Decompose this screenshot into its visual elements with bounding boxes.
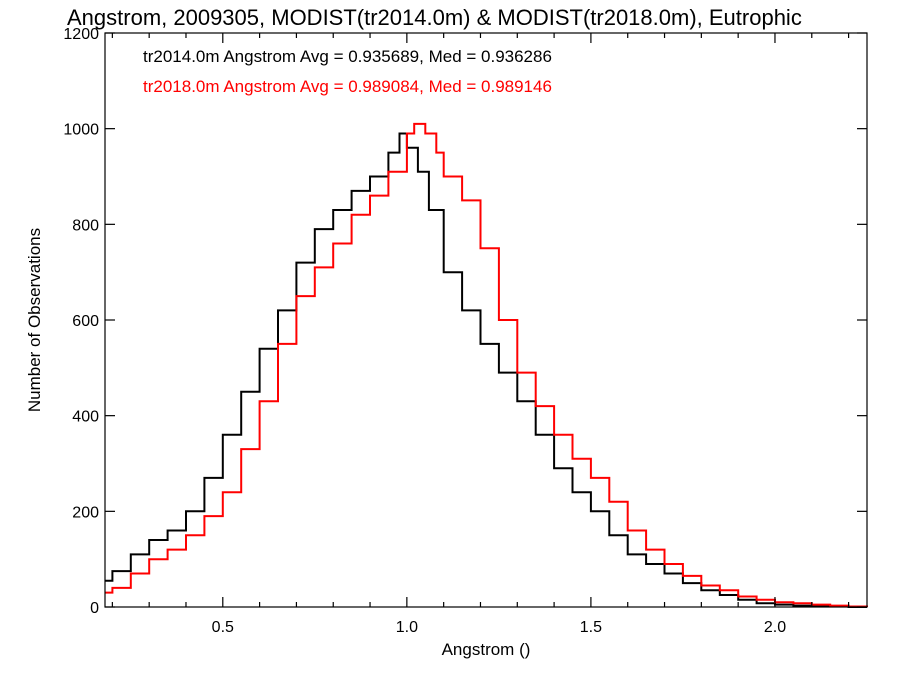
y-tick-label: 800 bbox=[72, 217, 99, 234]
x-tick-label: 1.5 bbox=[580, 619, 602, 636]
y-tick-label: 600 bbox=[72, 313, 99, 330]
legend-tr2014: tr2014.0m Angstrom Avg = 0.935689, Med =… bbox=[143, 47, 552, 66]
x-axis-label: Angstrom () bbox=[442, 640, 531, 659]
x-tick-label: 1.0 bbox=[396, 619, 418, 636]
y-tick-label: 400 bbox=[72, 409, 99, 426]
x-tick-label: 0.5 bbox=[212, 619, 234, 636]
series-tr2014-line bbox=[105, 132, 867, 608]
y-tick-label: 1200 bbox=[63, 26, 99, 43]
y-tick-label: 0 bbox=[90, 600, 99, 617]
chart-title: Angstrom, 2009305, MODIST(tr2014.0m) & M… bbox=[67, 5, 802, 30]
y-tick-label: 200 bbox=[72, 504, 99, 521]
y-tick-label: 1000 bbox=[63, 122, 99, 139]
x-axis-ticks: 0.5 1.0 1.5 2.0 bbox=[111, 33, 850, 636]
y-axis-ticks: 0 200 400 600 800 1000 1200 bbox=[63, 26, 867, 617]
plot-frame bbox=[104, 32, 868, 608]
series-tr2018-line bbox=[105, 122, 868, 608]
y-axis-label: Number of Observations bbox=[25, 228, 44, 412]
legend-tr2018: tr2018.0m Angstrom Avg = 0.989084, Med =… bbox=[143, 77, 552, 96]
histogram-curves bbox=[105, 122, 868, 608]
x-tick-label: 2.0 bbox=[764, 619, 786, 636]
